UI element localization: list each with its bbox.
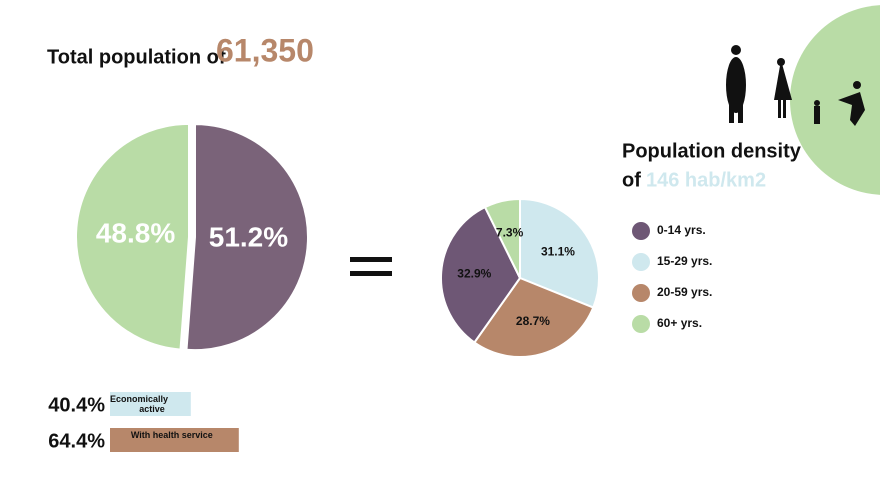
pie-slice xyxy=(519,197,600,309)
decor-circle xyxy=(790,5,880,195)
slice-label: 28.7% xyxy=(516,314,550,328)
pie-slice xyxy=(75,122,191,351)
legend-swatch xyxy=(632,253,650,271)
silhouettes xyxy=(350,45,865,276)
legend-swatch xyxy=(632,284,650,302)
bar xyxy=(110,428,239,452)
slice-label: 7.3% xyxy=(496,226,524,240)
title: Total population of xyxy=(47,46,226,68)
legend-label: 60+ yrs. xyxy=(657,316,702,330)
density-value: 146 hab/km2 xyxy=(646,169,766,191)
density-prefix: of xyxy=(622,169,641,191)
legend-label: 0-14 yrs. xyxy=(657,223,706,237)
bar-value-label: 64.4% xyxy=(48,430,105,452)
legend-swatch xyxy=(632,222,650,240)
pie-slice xyxy=(185,123,309,352)
bar-value-label: 40.4% xyxy=(48,394,105,416)
bar-category: With health service xyxy=(130,430,213,440)
pie-slice xyxy=(472,276,595,358)
total: 61,350 xyxy=(216,32,314,68)
pie-slice xyxy=(440,205,522,344)
bar-category: Economically active xyxy=(110,394,169,414)
density-label: Population density xyxy=(622,140,802,162)
slice-label: 32.9% xyxy=(457,267,491,281)
bar xyxy=(110,392,191,416)
pie-slice xyxy=(483,197,521,279)
slice-label: 31.1% xyxy=(541,245,575,259)
slice-label: 48.8% xyxy=(96,217,175,248)
legend-label: 20-59 yrs. xyxy=(657,285,712,299)
legend-label: 15-29 yrs. xyxy=(657,254,712,268)
slice-label: 51.2% xyxy=(209,222,288,253)
legend-swatch xyxy=(632,315,650,333)
